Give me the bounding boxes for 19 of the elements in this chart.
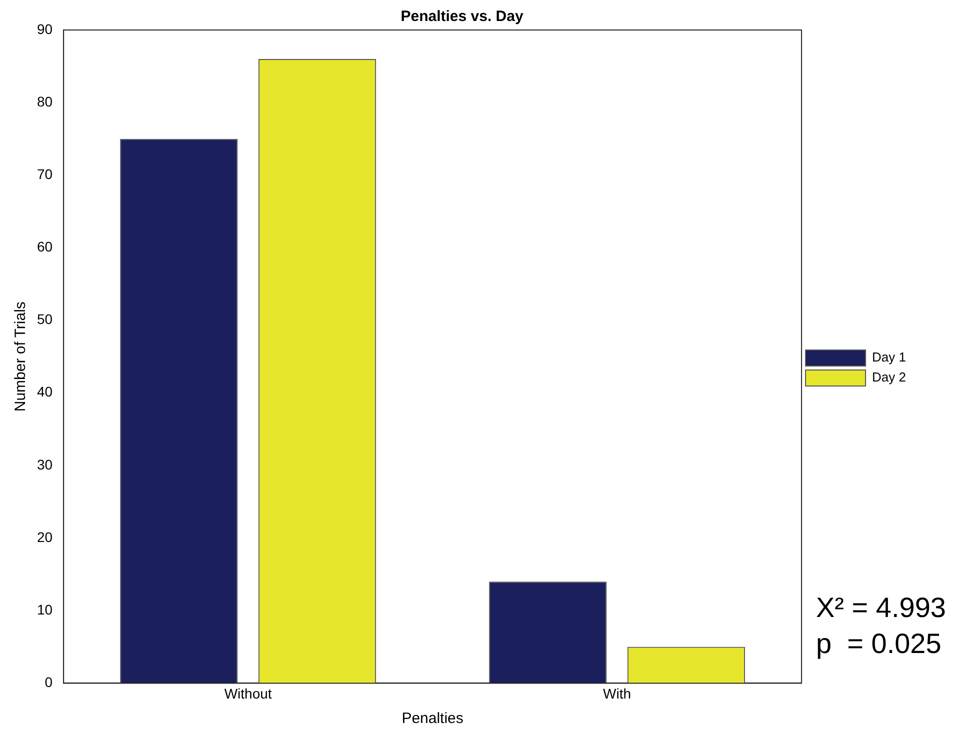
y-tick-label: 80 [36,93,53,110]
text: X² = 4.993 [816,591,946,625]
x-axis-title: Penalties [402,710,464,728]
text: p = 0.025 [816,627,942,661]
y-tick-label: 0 [44,674,53,690]
chart-title: Penalties vs. Day [400,8,524,26]
y-tick-label: 20 [36,528,53,545]
y-tick-label: 60 [36,238,53,255]
y-tick-label: 70 [36,166,53,182]
x-tick-label: Without [224,685,272,702]
legend-label: Day 1 [872,350,906,365]
y-tick-label: 50 [36,311,53,328]
x-tick-label: With [603,685,632,702]
y-tick-label: 90 [36,20,53,37]
y-axis-title: Number of Trials [12,302,30,412]
legend-label: Day 2 [872,370,906,385]
y-tick-label: 30 [36,456,53,472]
y-tick-label: 10 [36,601,53,618]
y-tick-label: 40 [36,384,53,400]
